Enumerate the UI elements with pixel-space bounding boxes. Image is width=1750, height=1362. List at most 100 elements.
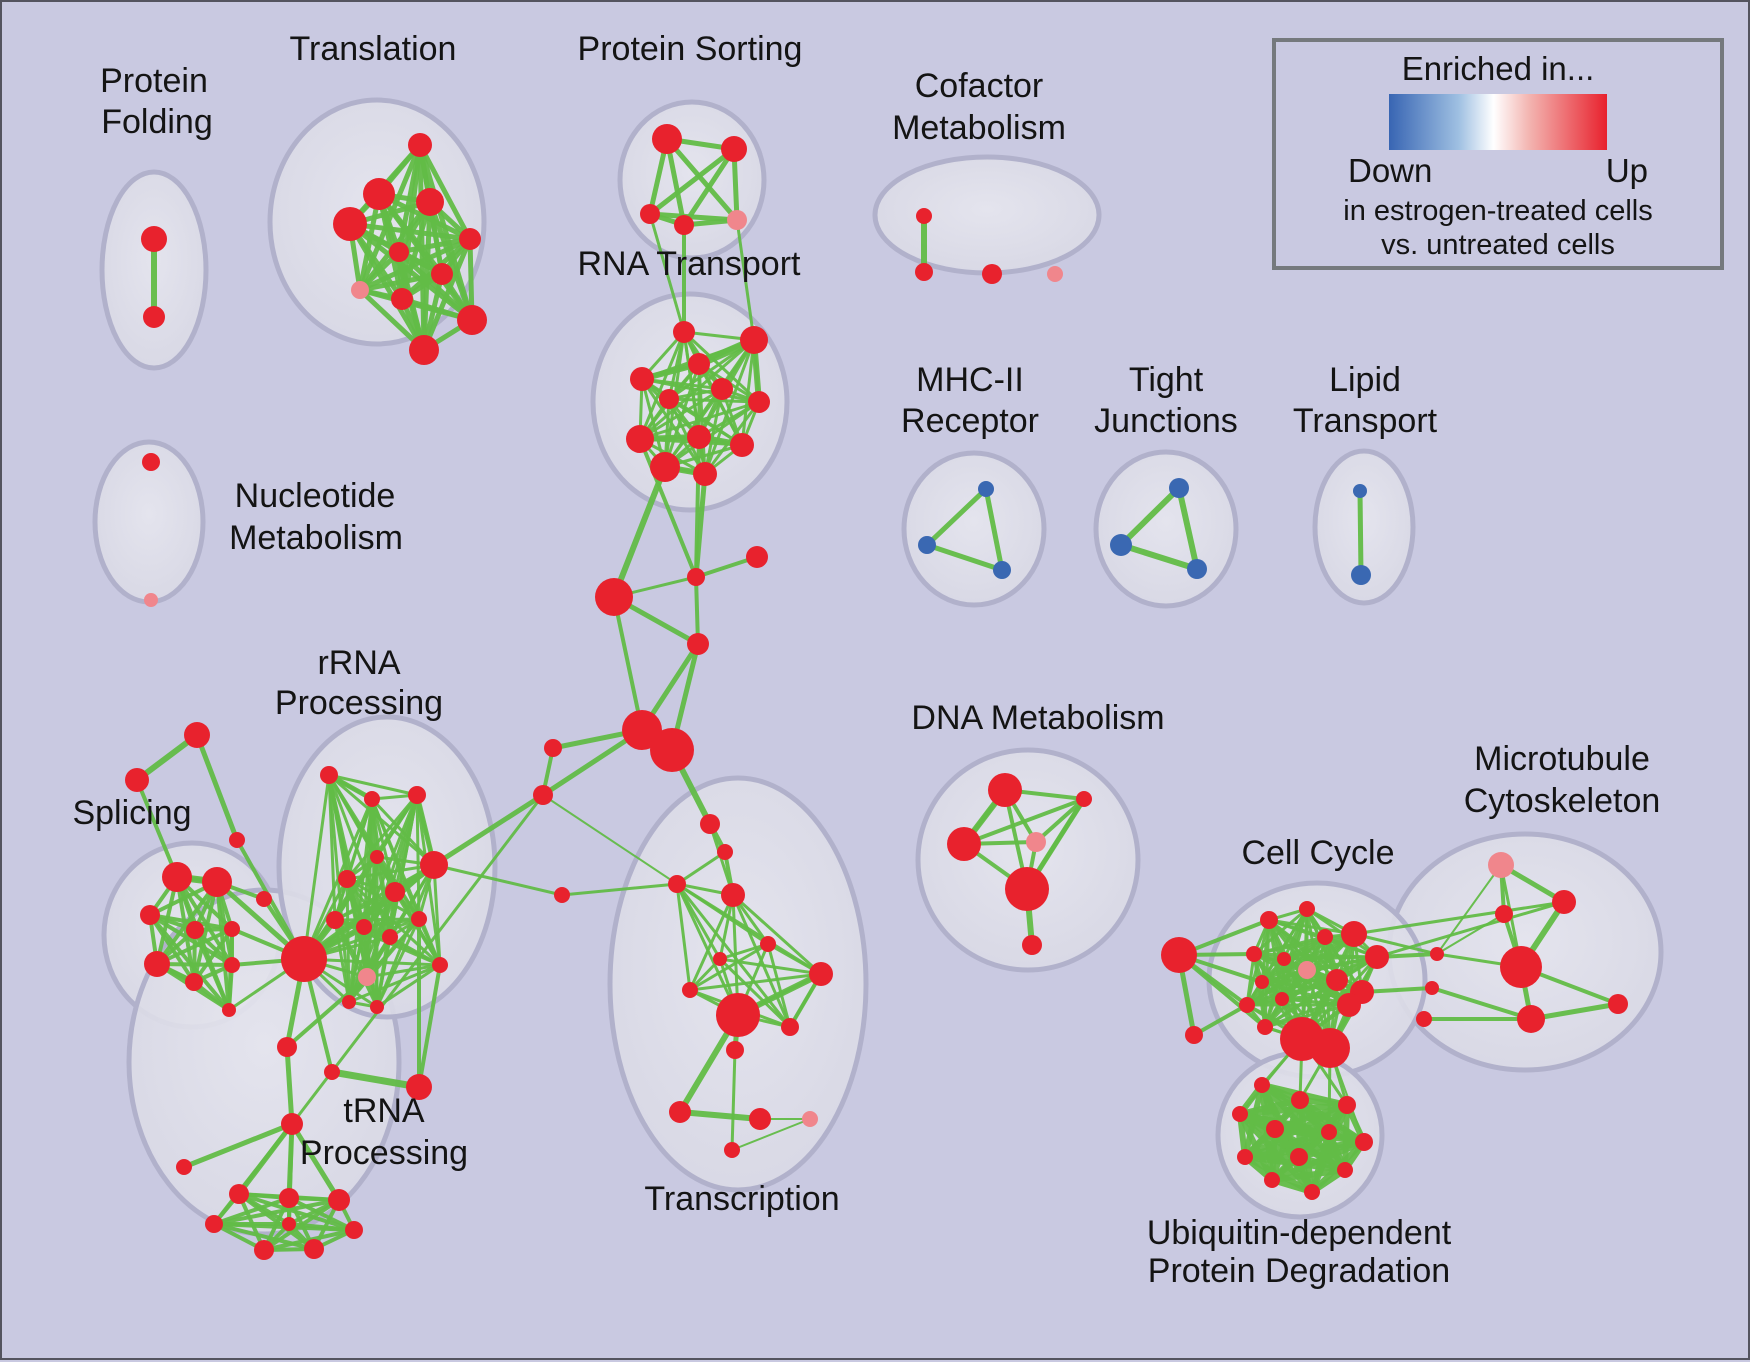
gene-set-node [143, 306, 165, 328]
edge [1269, 1167, 1348, 1183]
gene-set-node [162, 862, 192, 892]
gene-set-node [1337, 993, 1361, 1017]
cluster-label-trna-processing: tRNA [343, 1092, 425, 1130]
edge [194, 732, 240, 843]
gene-set-node [650, 452, 680, 482]
gene-set-node [802, 1111, 818, 1127]
cluster-label-nucleotide-metabolism: Nucleotide [235, 477, 396, 515]
gene-set-node [1341, 921, 1367, 947]
gene-set-node [659, 389, 679, 409]
gene-set-node [385, 882, 405, 902]
gene-set-node [915, 263, 933, 281]
gene-set-node [144, 951, 170, 977]
gene-set-node [370, 850, 384, 864]
gene-set-node [1351, 565, 1371, 585]
edge [287, 1222, 356, 1232]
cluster-label-protein-sorting: Protein Sorting [578, 30, 803, 68]
edge [357, 271, 445, 293]
edge [681, 146, 737, 228]
cluster-label-translation: Translation [290, 30, 457, 68]
edge [1357, 488, 1364, 578]
gene-set-node [809, 962, 833, 986]
gene-set-node [254, 1240, 274, 1260]
gene-set-node [1353, 484, 1367, 498]
gene-set-node [1495, 905, 1513, 923]
edge [1430, 986, 1533, 1021]
gene-set-node [1076, 791, 1092, 807]
gene-set-node [687, 633, 709, 655]
gene-set-node [781, 1018, 799, 1036]
gene-set-node [1277, 952, 1291, 966]
edge [611, 464, 668, 600]
gene-set-node [1264, 1172, 1280, 1188]
edge [1118, 485, 1182, 548]
edge [647, 146, 737, 217]
gene-set-node [416, 188, 444, 216]
gene-set-node [408, 133, 432, 157]
gene-set-node [1187, 559, 1207, 579]
edge [694, 575, 700, 646]
cluster-label-lipid-transport: Transport [1293, 402, 1438, 440]
edge [638, 400, 761, 441]
edge [302, 773, 331, 961]
gene-set-node [142, 453, 160, 471]
gene-set-node [650, 728, 694, 772]
gene-set-node [224, 921, 240, 937]
gene-set-node [279, 1188, 299, 1208]
gene-set-node [1260, 911, 1278, 929]
edge [417, 963, 442, 1089]
gene-set-node [411, 911, 427, 927]
edge [663, 400, 761, 469]
edge [327, 773, 419, 797]
gene-set-node [682, 982, 698, 998]
gene-set-node [1326, 969, 1348, 991]
edge [365, 963, 442, 979]
gene-set-node [1488, 852, 1514, 878]
cluster-ellipse-mhc-ii-receptor [901, 450, 1047, 608]
gene-set-node [141, 226, 167, 252]
edge [542, 794, 678, 885]
gene-set-node [554, 887, 570, 903]
gene-set-node [186, 921, 204, 939]
edge [1252, 932, 1356, 956]
gene-set-node [1321, 1124, 1337, 1140]
cluster-label-cofactor-metabolism: Metabolism [892, 109, 1066, 147]
gene-set-node [1310, 1028, 1350, 1068]
cluster-label-mhc-ii-receptor: MHC-II [916, 361, 1024, 399]
cluster-label-transcription: Transcription [644, 1180, 839, 1218]
gene-set-node [687, 425, 711, 449]
edge [718, 957, 823, 976]
gene-set-node [760, 936, 776, 952]
gene-set-node [406, 1074, 432, 1100]
edge [328, 1068, 423, 1091]
edge [1252, 907, 1309, 956]
edge [192, 927, 234, 984]
edge [560, 882, 679, 897]
edge [347, 797, 374, 1004]
edge [388, 935, 442, 967]
edge [347, 221, 473, 242]
edge [357, 142, 423, 293]
gene-set-node [282, 1217, 296, 1231]
gene-set-node [688, 353, 710, 375]
gene-set-node [1255, 975, 1269, 989]
gene-set-node [338, 870, 356, 888]
gene-set-node [652, 124, 682, 154]
edge [648, 212, 686, 334]
gene-set-node [1266, 1120, 1284, 1138]
legend-down-label: Down [1348, 152, 1433, 189]
edge [148, 913, 234, 967]
edge [688, 893, 735, 992]
cluster-label-cofactor-metabolism: Cofactor [915, 67, 1044, 105]
gene-set-node [1500, 946, 1542, 988]
gene-set-node [420, 851, 448, 879]
edge [697, 362, 744, 447]
cluster-label-mhc-ii-receptor: Receptor [901, 402, 1039, 440]
edge [347, 963, 442, 1004]
gene-set-node [978, 481, 994, 497]
gene-set-node [1110, 534, 1132, 556]
edge [983, 486, 1005, 573]
edge [1352, 932, 1439, 956]
edge [417, 142, 473, 242]
gene-set-node [370, 1000, 384, 1014]
